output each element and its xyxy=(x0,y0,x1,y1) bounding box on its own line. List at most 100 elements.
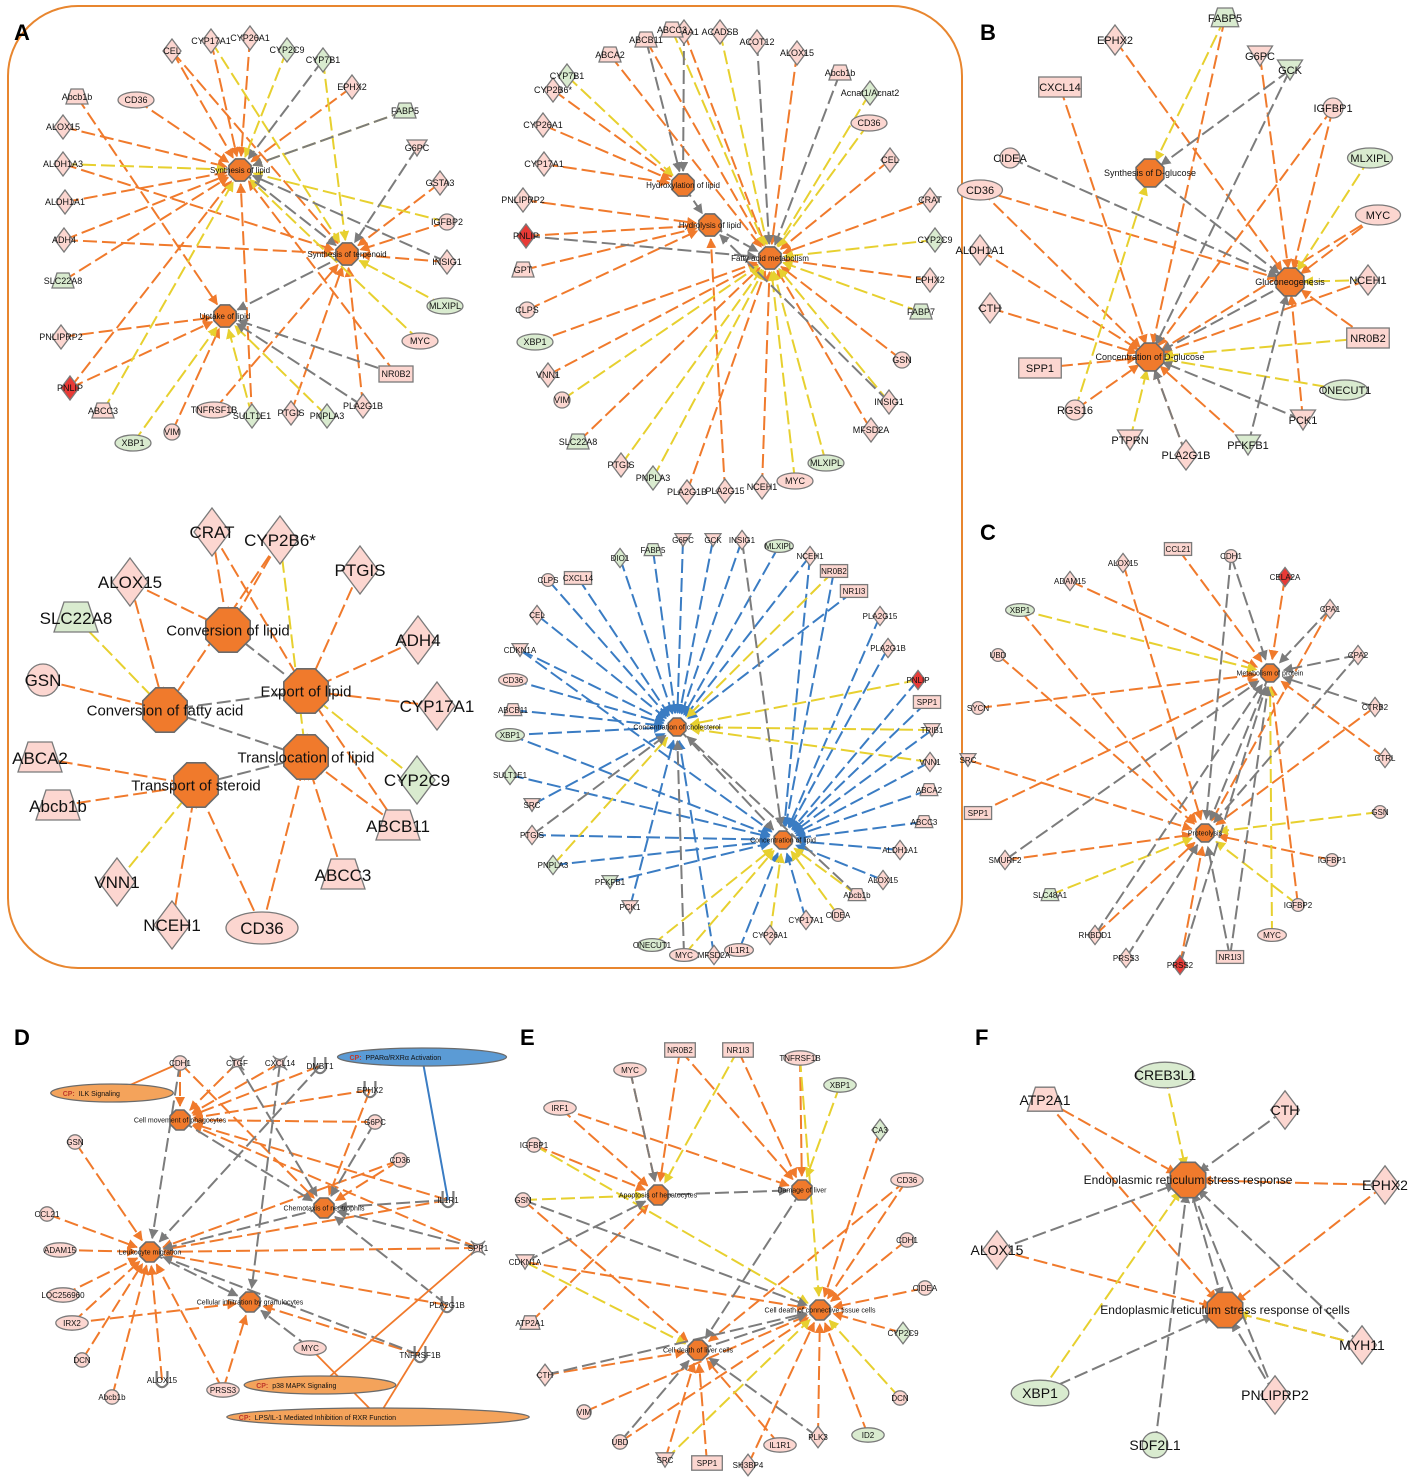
gene-shape-diamond xyxy=(752,473,772,501)
edge-f-hub-0 xyxy=(1187,1179,1224,1298)
edge-d-orange-11 xyxy=(155,1263,224,1391)
gene-node-cyp26a1: CYP26A1 xyxy=(752,924,788,946)
hub-octagon xyxy=(1169,1161,1207,1199)
gene-shape-circle xyxy=(1064,399,1086,421)
gene-label: CTRB2 xyxy=(1362,703,1389,712)
gene-shape-diamond xyxy=(277,36,297,64)
gene-label: CCL21 xyxy=(1166,545,1191,554)
gene-shape-ellipse xyxy=(956,179,1004,201)
edge-e-orange-10 xyxy=(706,1359,781,1446)
gene-label: IGFBP2 xyxy=(431,217,463,227)
pathway-label: ILK Signaling xyxy=(79,1091,120,1098)
gene-node-sdf2l1: SDF2L1 xyxy=(1129,1431,1181,1459)
edge-e-orange-12 xyxy=(664,1362,697,1461)
gene-label: IGFBP1 xyxy=(1313,103,1352,115)
edge-a-synthesis-yellow-3 xyxy=(358,259,446,307)
edge-d-gray-5 xyxy=(162,1255,421,1356)
edge-a-synthesis-gray-2 xyxy=(237,318,397,375)
pathway-prefix: CP: xyxy=(239,1415,251,1422)
gene-node-xbp1: XBP1 xyxy=(823,1077,857,1093)
gene-label: CYP7B1 xyxy=(550,71,585,81)
edge-a-cholesterol-blue-7 xyxy=(787,615,881,829)
edge-a-cholesterol-blue-13 xyxy=(795,836,901,851)
edge-b-gray-1 xyxy=(1247,294,1290,446)
edge-c-hub-0 xyxy=(1209,672,1271,821)
edge-d-orange-20 xyxy=(192,1089,371,1122)
edge-a-cholesterol-blue-10 xyxy=(793,729,933,833)
gene-label: SLC22A8 xyxy=(559,437,598,447)
edge-a-fatty-yellow-10 xyxy=(671,29,766,247)
edge-e-gray-2 xyxy=(524,1200,647,1263)
gene-shape-ellipse xyxy=(543,1100,577,1116)
gene-node-ptgis: PTGIS xyxy=(334,544,386,596)
function-hub-hydrolysis-of-lipid: Hydrolysis of lipid xyxy=(679,213,741,237)
edge-a-synthesis-orange-19 xyxy=(171,50,339,245)
gene-shape-diamond xyxy=(1346,1324,1378,1366)
edge-a-fatty-gray-5 xyxy=(678,31,689,172)
pathway-ellipse xyxy=(243,1375,397,1395)
gene-label: ALOX15 xyxy=(1108,559,1139,568)
hub-label: Endoplasmic reticulum stress response of… xyxy=(1100,1303,1349,1317)
gene-label: CCL21 xyxy=(35,1210,60,1219)
gene-label: Abcb1b xyxy=(62,92,93,102)
gene-shape-trapezoid xyxy=(566,433,590,450)
gene-shape-triangle xyxy=(1289,409,1317,432)
edge-a-synthesis-yellow-5 xyxy=(234,325,328,417)
gene-label: SLC22A8 xyxy=(40,609,113,628)
gene-label: MYH11 xyxy=(1339,1337,1385,1353)
edge-b-orange-13 xyxy=(1114,39,1283,272)
gene-shape-trapezoid xyxy=(65,88,89,105)
edge-a-cholesterol-blue-37 xyxy=(780,555,811,828)
gene-node-src: SRC xyxy=(958,752,978,768)
hub-label: Synthesis of D-glucose xyxy=(1104,168,1196,178)
gene-label: LOC256960 xyxy=(41,1291,85,1300)
edge-d-orange-18 xyxy=(46,1213,138,1249)
gene-node-cdkn1a: CDKN1A xyxy=(509,1254,542,1271)
gene-node-ptgis: PTGIS xyxy=(520,824,544,846)
gene-node-cd36: CD36 xyxy=(956,179,1004,201)
edge-c-gray-3 xyxy=(1282,675,1376,708)
gene-shape-ellipse xyxy=(117,91,155,109)
gene-node-igfbp1: IGFBP1 xyxy=(520,1137,549,1153)
gene-node-cyp7b1: CYP7B1 xyxy=(306,46,340,74)
gene-label: CD36 xyxy=(390,1156,411,1165)
gene-label: CD36 xyxy=(857,118,880,128)
gene-shape-rect xyxy=(1038,76,1082,98)
gene-label: PFKFB1 xyxy=(1227,440,1269,452)
gene-node-spp1: SPP1 xyxy=(468,1240,489,1256)
edge-a-cholesterol-blue-11 xyxy=(795,789,930,838)
gene-shape-circle xyxy=(438,213,456,231)
gene-shape-diamond xyxy=(967,233,993,267)
edge-a-transport-hub-3 xyxy=(208,756,307,785)
gene-node-pla2g15: PLA2G15 xyxy=(705,477,745,505)
gene-node-mlxipl: MLXIPL xyxy=(807,454,845,472)
pathway-lps-il-1-mediated-inhibition-of-rxr-function: CP: LPS/IL-1 Mediated Inhibition of RXR F… xyxy=(226,1407,530,1427)
gene-label: ABCB11 xyxy=(366,817,430,836)
gene-label: PLA2G1B xyxy=(870,644,906,653)
edge-e-orange-3 xyxy=(796,1057,807,1177)
hub-label: Export of lipid xyxy=(261,683,352,700)
edge-a-cholesterol-blue-30 xyxy=(782,570,835,828)
edge-a-synthesis-orange-17 xyxy=(76,96,219,306)
edge-a-fatty-orange-17 xyxy=(609,54,763,248)
gene-node-cyp17a1: CYP17A1 xyxy=(191,27,231,55)
gene-node-vim: VIM xyxy=(576,1404,592,1420)
gene-shape-trapezoid xyxy=(847,887,867,902)
gene-shape-diamond xyxy=(353,392,373,420)
gene-shape-diamond xyxy=(55,188,75,216)
edge-e-orange-16 xyxy=(524,1261,808,1312)
edge-a-cholesterol-blue-21 xyxy=(509,774,771,840)
edge-a-synthesis-gray-1 xyxy=(353,147,418,244)
edge-a-cholesterol-yellow-9 xyxy=(690,722,933,733)
gene-label: EPHX2 xyxy=(1097,35,1133,47)
edge-a-cholesterol-gray-1 xyxy=(672,740,685,956)
gene-shape-diamond xyxy=(54,226,74,254)
edge-c-orange-0 xyxy=(1177,548,1263,663)
edge-a-fatty-yellow-9 xyxy=(566,75,674,177)
gene-label: NR0B2 xyxy=(821,567,847,576)
gene-label: PTGIS xyxy=(277,408,304,418)
edge-a-transport-orange-15 xyxy=(200,796,263,929)
edge-a-transport-orange-6 xyxy=(39,757,184,786)
gene-label: CEL xyxy=(529,611,545,620)
gene-node-pnpla3: PNPLA3 xyxy=(538,854,569,876)
